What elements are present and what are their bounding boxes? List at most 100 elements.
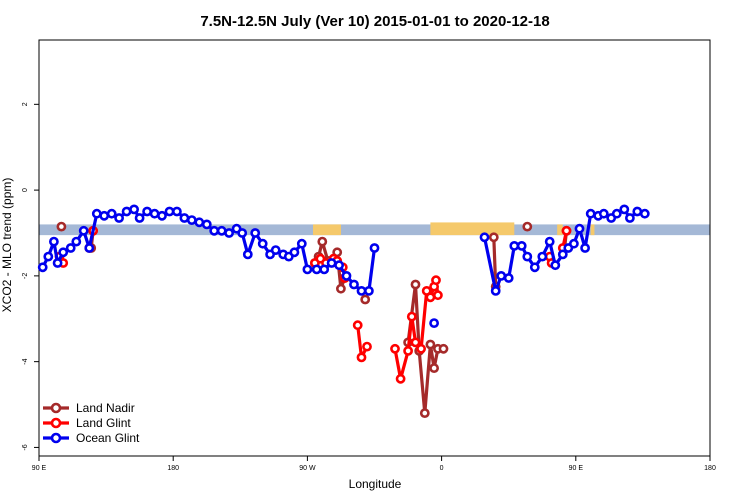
land-nadir-point [488, 232, 499, 243]
land-glint-point [352, 320, 363, 331]
ocean-glint-point [569, 238, 579, 249]
land-glint-point [403, 345, 413, 356]
ocean-glint-point [363, 285, 374, 296]
land-nadir-point [419, 408, 430, 418]
ocean-glint-point [186, 215, 197, 225]
land-nadir-point [522, 221, 533, 232]
ocean-glint-point [58, 247, 69, 258]
land-nadir-line [492, 235, 498, 289]
ocean-glint-point [479, 232, 490, 243]
ocean-glint-point [194, 217, 205, 228]
ocean-glint-point [598, 208, 609, 219]
plot-frame [38, 39, 711, 457]
ocean-glint-point [49, 236, 59, 247]
land-glint-point [406, 311, 417, 322]
ocean-glint-point [224, 228, 234, 238]
land-nadir-point [335, 283, 346, 294]
x-tick-label: 90 E [32, 465, 47, 472]
ocean-glint-point [201, 219, 212, 230]
land-patch [312, 224, 341, 236]
ocean-glint-point [369, 243, 380, 253]
legend-marker-ocean-glint [50, 432, 62, 444]
ocean-glint-point [341, 270, 352, 281]
land-nadir-point [410, 279, 421, 290]
ocean-glint-point [302, 264, 313, 275]
ocean-glint-point [429, 318, 439, 328]
x-tick-label: 0 [440, 465, 444, 472]
y-tick-label: 0 [22, 188, 29, 192]
land-glint-point [356, 352, 367, 363]
series-ocean-glint [37, 204, 650, 328]
land-glint-point [561, 225, 572, 236]
legend-label-ocean-glint: Ocean Glint [76, 431, 140, 445]
ocean-glint-point [237, 228, 248, 238]
ocean-glint-point [157, 210, 167, 221]
ocean-glint-point [349, 279, 359, 290]
chart-title: 7.5N-12.5N July (Ver 10) 2015-01-01 to 2… [200, 13, 549, 30]
y-tick-label: -2 [22, 273, 29, 279]
land-glint-point [432, 290, 443, 301]
ocean-glint-point [574, 223, 585, 234]
ocean-glint-point [625, 213, 635, 223]
ocean-glint-point [171, 206, 182, 217]
land-nadir-point [429, 363, 439, 373]
ocean-glint-point [250, 228, 261, 238]
x-axis-label: Longitude [349, 477, 402, 491]
ocean-glint-point [296, 238, 307, 249]
land-glint-point [416, 343, 426, 354]
y-tick-label: 2 [22, 102, 29, 106]
ocean-glint-point [289, 247, 300, 258]
ocean-glint-point [611, 208, 622, 219]
land-nadir-point [438, 343, 449, 354]
x-tick-label: 90 W [299, 465, 316, 472]
land-glint-point [425, 292, 436, 303]
ocean-glint-point [580, 243, 590, 253]
land-nadir-point [360, 294, 371, 305]
ocean-glint-point [537, 251, 548, 262]
ocean-glint-point [529, 262, 540, 273]
ocean-glint-point [585, 208, 596, 219]
ocean-glint-point [142, 206, 152, 217]
ocean-glint-point [129, 204, 139, 215]
ocean-glint-point [209, 225, 220, 236]
reference-band [39, 224, 710, 236]
ocean-glint-point [544, 236, 555, 247]
y-tick-label: -6 [22, 444, 29, 450]
ocean-glint-point [334, 260, 344, 271]
legend-marker-land-glint [50, 417, 62, 429]
land-glint-point [390, 343, 400, 354]
ocean-glint-point [257, 238, 268, 249]
ocean-glint-point [516, 240, 527, 251]
ocean-glint-point [311, 264, 322, 275]
legend-marker-land-nadir [50, 402, 62, 414]
ocean-glint-point [37, 262, 48, 273]
plot-area: 90 E 180 90 W 0 90 E 180 2 0 -2 -4 -6 Land NadirLan… [22, 39, 716, 472]
ocean-glint-point [632, 206, 643, 217]
land-glint-point [362, 341, 372, 352]
ocean-glint-point [121, 206, 132, 217]
ocean-glint-point [99, 210, 110, 221]
y-tick-label: -4 [22, 358, 29, 364]
ocean-glint-point [43, 251, 54, 262]
ocean-glint-point [522, 251, 533, 262]
land-nadir-point [317, 236, 328, 247]
ocean-glint-point [490, 285, 501, 296]
y-axis-label: XCO2 - MLO trend (ppm) [0, 178, 14, 313]
ocean-glint-point [319, 264, 330, 275]
ocean-glint-point [550, 260, 561, 271]
legend-label-land-glint: Land Glint [76, 416, 131, 430]
ocean-glint-point [65, 243, 76, 253]
ocean-glint-point [134, 213, 145, 223]
ocean-glint-point [242, 249, 253, 260]
x-tick-label: 90 E [569, 465, 584, 472]
ocean-glint-point [71, 236, 82, 247]
ocean-glint-point [106, 208, 117, 219]
x-tick-label: 180 [167, 465, 179, 472]
ocean-glint-point [270, 245, 281, 255]
land-patch [557, 224, 563, 236]
ocean-glint-point [619, 204, 630, 215]
ocean-glint-point [496, 270, 507, 281]
land-nadir-point [425, 339, 436, 350]
